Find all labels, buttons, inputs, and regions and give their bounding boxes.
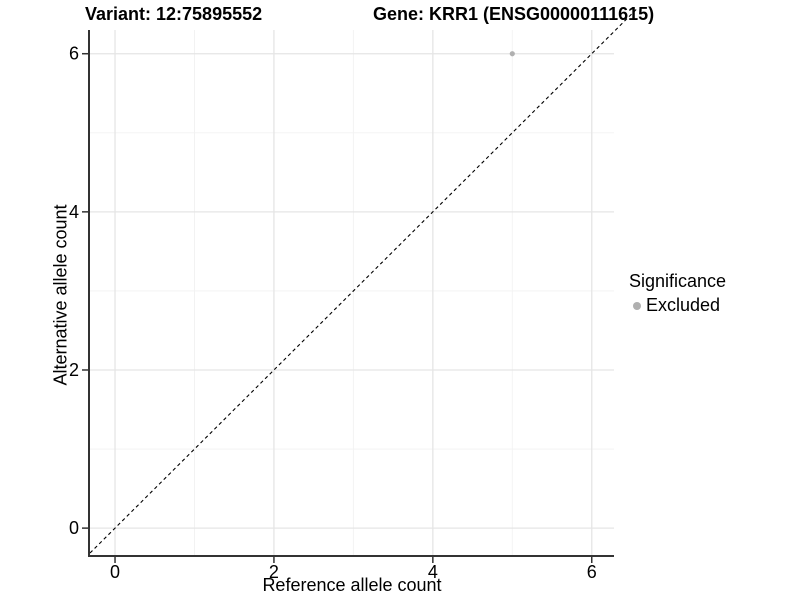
plot-title-variant: Variant: 12:75895552 <box>85 4 263 24</box>
data-point <box>509 51 515 57</box>
legend-key-dot <box>633 301 641 310</box>
plot-title-gene: Gene: KRR1 (ENSG00000111615) <box>373 4 655 24</box>
y-tick-label: 4 <box>69 202 79 222</box>
x-axis-title: Reference allele count <box>262 575 442 595</box>
x-tick-label: 4 <box>428 562 438 582</box>
x-tick-label: 6 <box>587 562 597 582</box>
identity-dashed-line <box>89 7 639 554</box>
y-tick-label: 6 <box>69 44 79 64</box>
legend-item-label: Excluded <box>646 295 721 315</box>
legend-title: Significance <box>629 271 727 291</box>
x-tick-label: 2 <box>269 562 279 582</box>
y-tick-label: 0 <box>69 518 79 538</box>
x-tick-label: 0 <box>110 562 120 582</box>
legend: Significance Excluded <box>629 271 726 316</box>
legend-item-excluded: Excluded <box>629 295 726 316</box>
y-tick-label: 2 <box>69 360 79 380</box>
